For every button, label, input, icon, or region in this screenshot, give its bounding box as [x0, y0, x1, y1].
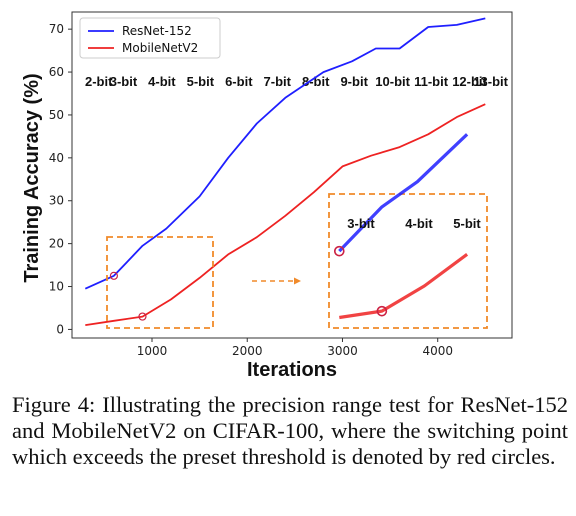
y-tick-label: 0 [56, 322, 64, 336]
x-axis-title: Iterations [247, 359, 337, 381]
bit-label: 13-bit [473, 74, 508, 89]
bit-label: 3-bit [110, 74, 138, 89]
zoom-arrow-head [294, 277, 301, 285]
y-tick-label: 70 [49, 22, 64, 36]
y-axis-title: Training Accuracy (%) [21, 73, 43, 282]
bit-label: 12-bit [452, 74, 487, 89]
inset-box [328, 193, 488, 329]
inset-line-mobilenet [339, 253, 469, 320]
bit-label: 9-bit [340, 74, 368, 89]
bit-label: 2-bit [85, 74, 113, 89]
switch-point-marker [138, 312, 147, 321]
switch-point-marker [109, 271, 119, 280]
bit-label: 6-bit [225, 74, 253, 89]
y-tick-label: 20 [49, 237, 64, 251]
inset-switch-point-marker [376, 305, 388, 317]
x-tick-label: 2000 [232, 344, 263, 358]
bit-label: 8-bit [302, 74, 330, 89]
inset-bit-label: 3-bit [347, 216, 375, 231]
bit-label: 5-bit [187, 74, 215, 89]
highlight-layer [106, 236, 301, 329]
y-tick-label: 60 [49, 65, 64, 79]
zoom-inset: 3-bit 4-bit 5-bit [328, 133, 488, 329]
plot-frame [71, 11, 513, 339]
bit-label: 4-bit [148, 74, 176, 89]
figure-caption: Figure 4: Illustrating the precision ran… [12, 392, 568, 469]
inset-bit-label: 5-bit [453, 216, 481, 231]
inset-line-resnet [338, 133, 469, 253]
y-axis: 0 10 20 30 40 50 60 70 [49, 22, 72, 336]
y-tick-label: 10 [49, 280, 64, 294]
x-tick-label: 3000 [327, 344, 358, 358]
x-tick-label: 4000 [422, 344, 453, 358]
legend-label-resnet: ResNet-152 [122, 24, 192, 38]
series-line-mobilenet [85, 103, 486, 326]
highlight-region-box [106, 236, 214, 329]
y-tick-label: 40 [49, 151, 64, 165]
bit-label: 7-bit [264, 74, 292, 89]
series-line-resnet [84, 17, 486, 290]
series-layer [84, 17, 486, 326]
legend: ResNet-152 MobileNetV2 [79, 17, 221, 59]
x-tick-label: 1000 [137, 344, 168, 358]
y-tick-label: 50 [49, 108, 64, 122]
bit-label: 10-bit [375, 74, 410, 89]
bit-label: 11-bit [414, 74, 449, 89]
legend-box [79, 17, 221, 59]
y-tick-label: 30 [49, 194, 64, 208]
inset-switch-point-marker [333, 245, 345, 257]
legend-label-mobilenet: MobileNetV2 [122, 41, 198, 55]
x-axis: 1000 2000 3000 4000 [137, 338, 453, 358]
inset-bit-label: 4-bit [405, 216, 433, 231]
